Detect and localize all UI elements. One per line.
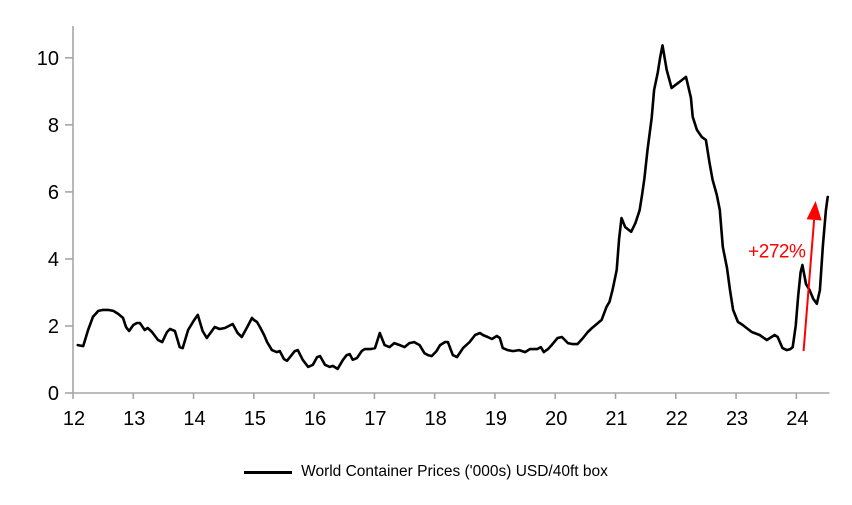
x-tick-label: 17 (364, 408, 386, 430)
x-tick-label: 19 (485, 408, 507, 430)
legend: World Container Prices ('000s) USD/40ft … (0, 461, 852, 483)
annotation-growth-percent: +272% (748, 242, 806, 263)
y-tick-label: 6 (48, 182, 59, 204)
x-tick-label: 15 (244, 408, 266, 430)
x-tick-label: 12 (63, 408, 85, 430)
x-tick-label: 13 (123, 408, 145, 430)
x-tick-label: 16 (304, 408, 326, 430)
x-tick-label: 14 (183, 408, 205, 430)
x-tick-label: 21 (605, 408, 627, 430)
x-tick-label: 18 (425, 408, 447, 430)
x-tick-label: 22 (666, 408, 688, 430)
x-tick-label: 23 (726, 408, 748, 430)
y-tick-label: 4 (48, 249, 59, 271)
y-tick-label: 8 (48, 115, 59, 137)
x-tick-label: 24 (786, 408, 808, 430)
y-tick-label: 10 (37, 48, 59, 70)
x-tick-label: 20 (545, 408, 567, 430)
growth-arrow-head (806, 201, 822, 221)
y-tick-label: 2 (48, 316, 59, 338)
price-line (76, 44, 830, 371)
legend-label: World Container Prices ('000s) USD/40ft … (301, 463, 608, 480)
growth-arrow-shaft (802, 219, 816, 352)
legend-line-marker (244, 470, 293, 474)
y-tick-label: 0 (48, 383, 59, 405)
